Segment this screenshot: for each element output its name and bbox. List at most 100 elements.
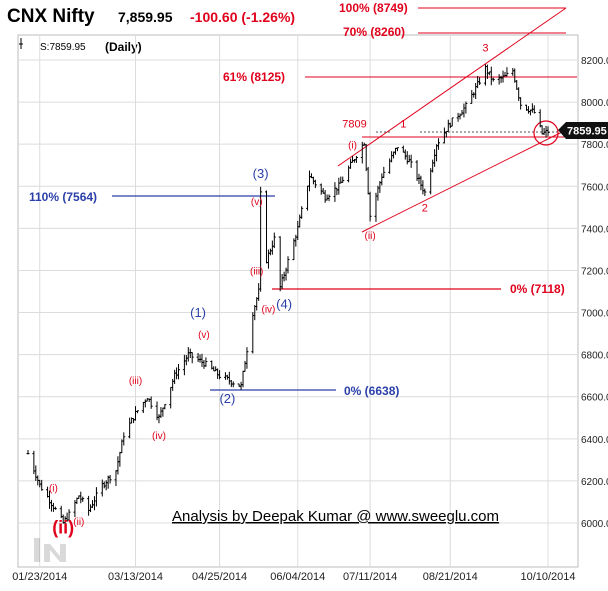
y-tick-label: 6600.00	[581, 393, 608, 404]
x-tick-label: 06/04/2014	[270, 571, 325, 583]
ohlc-bar	[294, 234, 298, 247]
ohlc-bars	[26, 64, 550, 525]
ohlc-bar	[245, 347, 249, 369]
ohlc-bar	[284, 267, 288, 281]
wave-label: (3)	[253, 166, 269, 181]
wave-label: (ii)	[73, 517, 84, 528]
y-tick-label: 7800.00	[581, 140, 608, 151]
ohlc-bar	[517, 87, 521, 101]
wave-label: (1)	[190, 305, 206, 320]
ohlc-bar	[34, 465, 38, 481]
ohlc-bar	[132, 417, 136, 424]
ohlc-bar	[163, 404, 167, 410]
x-tick-label: 01/23/2014	[12, 571, 67, 583]
ohlc-bar	[145, 397, 149, 402]
ohlc-bar	[177, 363, 181, 380]
ohlc-bar	[216, 368, 220, 379]
x-tick-label: 07/11/2014	[343, 571, 397, 583]
y-tick-label: 6000.00	[581, 519, 608, 530]
ohlc-bar	[280, 273, 284, 289]
y-tick-label: 6400.00	[581, 435, 608, 446]
wave-label: 2	[422, 203, 428, 215]
ohlc-bar	[259, 186, 263, 292]
ohlc-bar	[417, 173, 421, 184]
ohlc-bar	[448, 122, 452, 129]
ohlc-bar	[532, 105, 536, 114]
ohlc-bar	[231, 381, 235, 388]
ohlc-bar	[327, 194, 331, 202]
ohlc-bar	[366, 166, 370, 195]
ohlc-bar	[161, 407, 165, 417]
ohlc-bar	[67, 509, 71, 522]
ohlc-bar	[286, 256, 290, 274]
ohlc-bar	[134, 406, 138, 421]
ohlc-bar	[270, 240, 274, 255]
ohlc-bar	[200, 353, 204, 367]
ohlc-bar	[483, 64, 487, 86]
ohlc-bar	[462, 103, 466, 118]
ohlc-bar	[421, 180, 425, 195]
ohlc-bar	[474, 82, 478, 100]
ohlc-bar	[229, 379, 233, 388]
y-tick-label: 7200.00	[581, 266, 608, 277]
watermark-logo	[34, 538, 66, 562]
ohlc-bar	[53, 506, 57, 510]
ohlc-bar	[272, 232, 276, 249]
ohlc-bar	[403, 149, 407, 160]
ohlc-bar	[298, 214, 302, 228]
ohlc-bar	[135, 410, 139, 414]
ohlc-bar	[157, 414, 161, 424]
wave-label: (ii)	[365, 231, 376, 242]
wave-label: (iii)	[250, 267, 263, 278]
level-61-label: 61% (8125)	[223, 70, 285, 84]
ohlc-bar	[513, 68, 517, 83]
ohlc-bar	[341, 176, 345, 183]
ohlc-bar	[227, 371, 231, 385]
ohlc-bar	[442, 127, 446, 144]
ohlc-bar	[450, 117, 454, 127]
wave-label: (i)	[49, 483, 58, 494]
ohlc-bar	[364, 143, 368, 172]
wave-label: (iv)	[262, 305, 276, 316]
ohlc-bar	[540, 125, 544, 135]
ohlc-bar	[190, 352, 194, 364]
ohlc-bar	[437, 138, 441, 150]
ohlc-bar	[182, 354, 186, 376]
ohlc-bar	[292, 238, 296, 261]
ohlc-bar	[423, 188, 427, 196]
level-70-label: 70% (8260)	[343, 25, 405, 39]
ohlc-bar	[251, 312, 255, 354]
wave-label: (ii)	[52, 518, 74, 538]
x-axis: 01/23/2014 03/13/2014 04/25/2014 06/04/2014…	[12, 571, 575, 583]
last-price-tag: 7859.95	[558, 122, 608, 139]
ohlc-bar	[26, 450, 30, 455]
ohlc-bar	[243, 360, 247, 372]
ohlc-bar	[491, 77, 495, 82]
ohlc-bar	[118, 451, 122, 467]
y-tick-label: 7600.00	[581, 182, 608, 193]
ohlc-bar	[257, 283, 261, 301]
ohlc-bar	[159, 407, 163, 418]
ohlc-bar	[108, 475, 112, 484]
ohlc-bar	[374, 192, 378, 222]
ohlc-bar	[395, 147, 399, 152]
ohlc-bar	[470, 89, 474, 104]
highlight-circle	[533, 120, 559, 146]
ohlc-bar	[94, 487, 98, 507]
ohlc-bar	[202, 360, 206, 369]
y-axis: 6000.00 6200.00 6400.00 6600.00 6800.00 7000.…	[581, 56, 608, 530]
analysis-credit: Analysis by Deepak Kumar @ www.sweeglu.c…	[172, 508, 499, 525]
ohlc-bar	[456, 112, 460, 122]
ohlc-bar	[87, 495, 91, 516]
ohlc-bar	[311, 176, 315, 185]
ohlc-bar	[368, 191, 372, 222]
x-tick-label: 08/21/2014	[423, 571, 478, 583]
ohlc-bar	[511, 67, 515, 76]
ohlc-bar	[429, 168, 433, 195]
upper-channel-line	[337, 7, 567, 167]
x-tick-label: 10/10/2014	[520, 571, 575, 583]
lower-channel-line	[361, 129, 567, 233]
ohlc-bar	[143, 399, 147, 408]
wave-label: 7809	[342, 118, 366, 130]
